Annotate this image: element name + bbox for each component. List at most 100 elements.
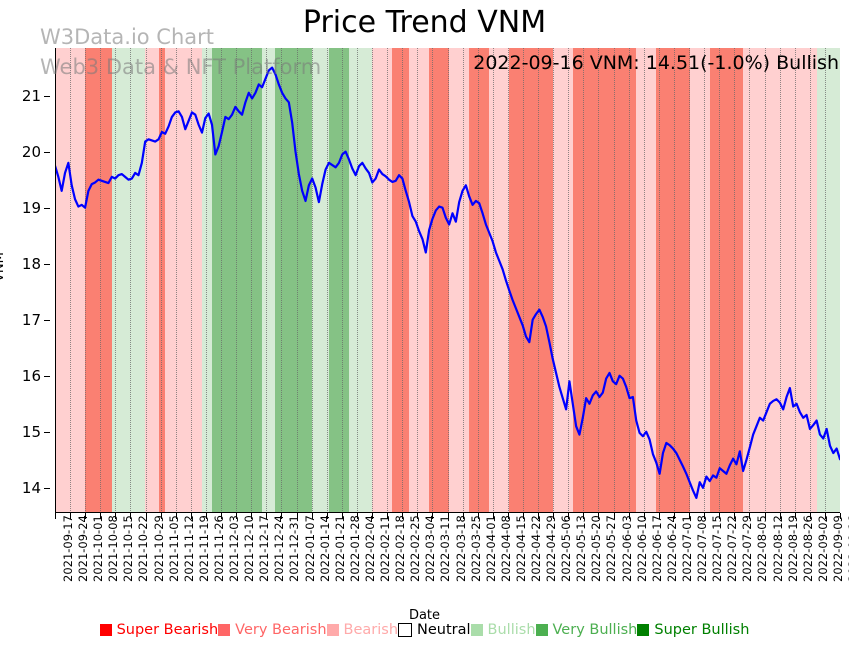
x-axis-tick-label: 2021-12-17 <box>257 515 272 582</box>
x-axis-tick-label: 2021-10-15 <box>121 515 136 582</box>
x-axis-tick-mark <box>175 513 177 519</box>
legend-label: Super Bearish <box>116 622 219 638</box>
x-axis-tick-mark <box>764 513 766 519</box>
x-axis-tick-label: 2021-12-10 <box>242 515 257 582</box>
x-axis-tick-mark <box>387 513 389 519</box>
gridline <box>462 48 464 513</box>
legend-label: Bullish <box>487 622 536 638</box>
sentiment-band <box>816 48 840 513</box>
gridline <box>779 48 781 513</box>
gridline <box>100 48 102 513</box>
x-axis-tick-mark <box>145 513 147 519</box>
y-axis-tick-label: 16 <box>21 366 41 385</box>
legend-item[interactable]: Bearish <box>326 622 398 638</box>
gridline <box>175 48 177 513</box>
legend-item[interactable]: Very Bullish <box>535 622 638 638</box>
sentiment-band <box>201 48 212 513</box>
y-axis-title: VNM <box>0 252 7 282</box>
legend-item[interactable]: Bullish <box>470 622 536 638</box>
x-axis-tick-label: 2021-09-24 <box>76 515 91 582</box>
y-axis-tick-mark <box>44 319 50 321</box>
x-axis-tick-mark <box>326 513 328 519</box>
x-axis-tick-label: 2021-12-03 <box>227 515 242 582</box>
gridline <box>341 48 343 513</box>
x-axis-tick-mark <box>507 513 509 519</box>
x-axis-tick-label: 2022-04-01 <box>483 515 498 582</box>
x-axis-tick-label: 2022-08-12 <box>770 515 785 582</box>
x-axis-tick-mark <box>447 513 449 519</box>
legend-label: Very Bullish <box>552 622 638 638</box>
page-title: Price Trend VNM <box>302 5 547 40</box>
x-axis-tick-mark <box>689 513 691 519</box>
x-axis-tick-label: 2021-09-17 <box>61 515 75 582</box>
x-axis-tick-mark <box>160 513 162 519</box>
sentiment-band <box>55 48 86 513</box>
gridline <box>387 48 389 513</box>
x-axis-tick-label: 2022-02-11 <box>378 515 393 582</box>
legend-label: Neutral <box>417 622 471 638</box>
y-axis-tick-label: 17 <box>21 310 41 329</box>
y-axis-tick-labels: 14 15 16 17 18 19 20 21 <box>0 48 50 513</box>
x-axis-tick-mark <box>251 513 253 519</box>
legend-swatch <box>218 624 231 636</box>
legend-swatch <box>470 624 483 636</box>
x-axis-tick-label: 2021-12-24 <box>272 515 287 582</box>
y-axis-tick-label: 18 <box>21 254 41 273</box>
x-axis-tick-label: 2022-01-28 <box>347 515 362 582</box>
x-axis-tick-mark <box>356 513 358 519</box>
gridline <box>689 48 691 513</box>
sentiment-band <box>656 48 690 513</box>
y-axis-tick-mark <box>44 431 50 433</box>
gridline <box>296 48 298 513</box>
price-line-series <box>55 66 840 499</box>
y-axis-tick-label: 19 <box>21 198 41 217</box>
sentiment-band <box>348 48 373 513</box>
sentiment-band <box>181 48 202 513</box>
x-axis-tick-label: 2022-04-29 <box>544 515 559 582</box>
legend-item[interactable]: Super Bullish <box>637 622 749 638</box>
sentiment-band <box>709 48 744 513</box>
legend-item[interactable]: Super Bearish <box>99 622 219 638</box>
y-axis-tick-label: 20 <box>21 142 41 161</box>
x-axis-tick-mark <box>794 513 796 519</box>
x-axis-tick-mark <box>432 513 434 519</box>
x-axis-tick-label: 2022-02-18 <box>393 515 408 582</box>
gridline <box>824 48 826 513</box>
gridline <box>190 48 192 513</box>
x-axis-tick-mark <box>643 513 645 519</box>
x-axis-tick-mark <box>266 513 268 519</box>
x-axis-tick-mark <box>734 513 736 519</box>
sentiment-band <box>409 48 430 513</box>
x-axis-tick-mark <box>704 513 706 519</box>
sentiment-band <box>165 48 182 513</box>
x-axis-tick-mark <box>55 513 56 519</box>
gridline <box>417 48 419 513</box>
x-axis-tick-mark <box>779 513 781 519</box>
y-axis-tick-mark <box>44 95 50 97</box>
gridline <box>583 48 585 513</box>
gridline <box>372 48 374 513</box>
gridline <box>764 48 766 513</box>
x-axis-tick-label: 2021-10-01 <box>91 515 106 582</box>
x-axis-tick-label: 2022-05-27 <box>604 515 619 582</box>
x-axis-tick-mark <box>522 513 524 519</box>
gridline <box>70 48 72 513</box>
gridline <box>598 48 600 513</box>
x-axis-tick-mark <box>221 513 223 519</box>
x-axis-tick-label: 2022-03-25 <box>468 515 483 582</box>
x-axis-tick-label: 2022-08-05 <box>755 515 770 582</box>
legend-item[interactable]: Neutral <box>398 622 471 638</box>
x-axis-tick-label: 2022-07-08 <box>695 515 710 582</box>
gridline <box>145 48 147 513</box>
x-axis-tick-mark <box>613 513 615 519</box>
x-axis-tick-mark <box>296 513 298 519</box>
x-axis-tick-mark <box>583 513 585 519</box>
x-axis-tick-label: 2021-10-29 <box>151 515 166 582</box>
x-axis-tick-label: 2022-08-19 <box>785 515 800 582</box>
legend-item[interactable]: Very Bearish <box>218 622 327 638</box>
x-axis-tick-mark <box>100 513 102 519</box>
x-axis-tick-label: 2021-10-22 <box>136 515 151 582</box>
gridline <box>447 48 449 513</box>
x-axis-tick-label: 2022-01-07 <box>302 515 317 582</box>
x-axis-tick-label: 2021-11-26 <box>211 515 226 582</box>
